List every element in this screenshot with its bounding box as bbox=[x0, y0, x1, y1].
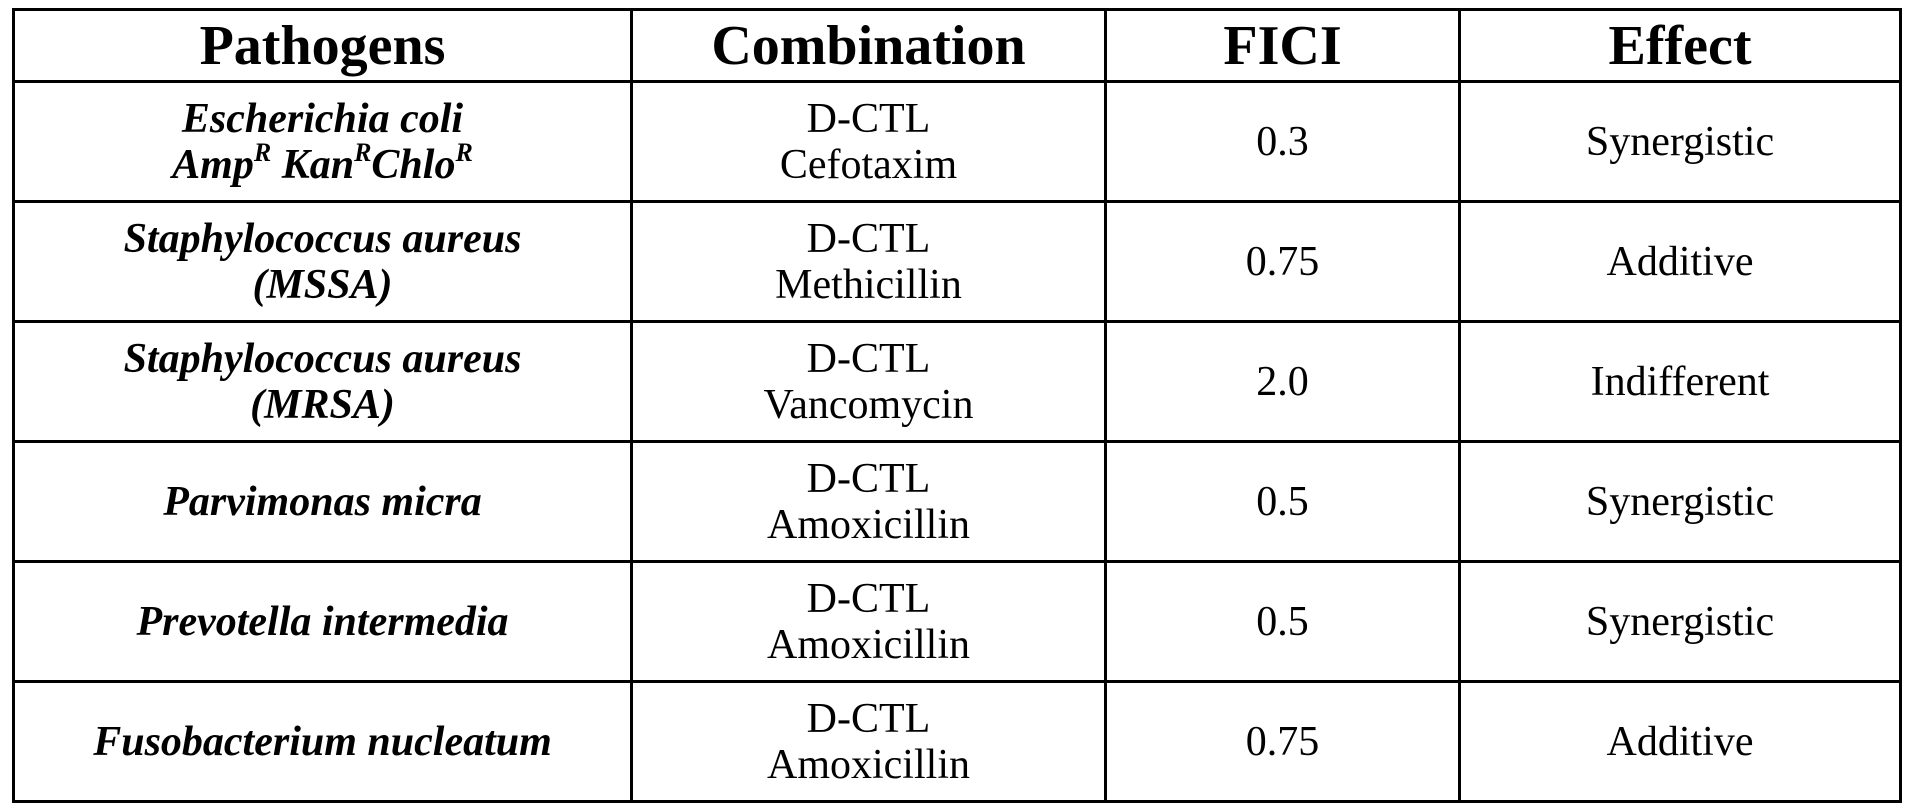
fici-cell: 0.5 bbox=[1106, 562, 1460, 682]
combination-cell: D-CTL Amoxicillin bbox=[632, 682, 1106, 802]
combination-primary: D-CTL bbox=[633, 216, 1104, 262]
table-row: Prevotella intermedia D-CTL Amoxicillin … bbox=[14, 562, 1901, 682]
effect-cell: Synergistic bbox=[1460, 82, 1901, 202]
resistance-chlo: Chlo bbox=[371, 142, 455, 188]
combination-cell: D-CTL Vancomycin bbox=[632, 322, 1106, 442]
pathogen-cell: Prevotella intermedia bbox=[14, 562, 632, 682]
combination-primary: D-CTL bbox=[633, 336, 1104, 382]
header-combination: Combination bbox=[632, 10, 1106, 82]
pathogen-cell: Staphylococcus aureus (MSSA) bbox=[14, 202, 632, 322]
table-header: Pathogens Combination FICI Effect bbox=[14, 10, 1901, 82]
fici-cell: 0.75 bbox=[1106, 202, 1460, 322]
combination-cell: D-CTL Amoxicillin bbox=[632, 442, 1106, 562]
pathogen-cell: Fusobacterium nucleatum bbox=[14, 682, 632, 802]
pathogen-cell: Escherichia coli AmpR KanRChloR bbox=[14, 82, 632, 202]
pathogen-name: Escherichia coli bbox=[15, 96, 630, 142]
effect-cell: Additive bbox=[1460, 682, 1901, 802]
combination-primary: D-CTL bbox=[633, 456, 1104, 502]
fici-cell: 0.5 bbox=[1106, 442, 1460, 562]
pathogen-name: Staphylococcus aureus bbox=[15, 216, 630, 262]
effect-cell: Additive bbox=[1460, 202, 1901, 322]
combination-antibiotic: Methicillin bbox=[633, 262, 1104, 308]
pathogen-cell: Staphylococcus aureus (MRSA) bbox=[14, 322, 632, 442]
combination-cell: D-CTL Methicillin bbox=[632, 202, 1106, 322]
fici-cell: 2.0 bbox=[1106, 322, 1460, 442]
effect-cell: Synergistic bbox=[1460, 442, 1901, 562]
resistance-profile: AmpR KanRChloR bbox=[15, 142, 630, 188]
combination-antibiotic: Vancomycin bbox=[633, 382, 1104, 428]
table-row: Escherichia coli AmpR KanRChloR D-CTL Ce… bbox=[14, 82, 1901, 202]
table-row: Staphylococcus aureus (MRSA) D-CTL Vanco… bbox=[14, 322, 1901, 442]
effect-cell: Synergistic bbox=[1460, 562, 1901, 682]
pathogen-name: Prevotella intermedia bbox=[15, 599, 630, 645]
combination-primary: D-CTL bbox=[633, 96, 1104, 142]
combination-antibiotic: Cefotaxim bbox=[633, 142, 1104, 188]
header-fici: FICI bbox=[1106, 10, 1460, 82]
table-row: Parvimonas micra D-CTL Amoxicillin 0.5 S… bbox=[14, 442, 1901, 562]
resistance-kan-superscript: R bbox=[354, 138, 371, 167]
header-pathogens: Pathogens bbox=[14, 10, 632, 82]
table-body: Escherichia coli AmpR KanRChloR D-CTL Ce… bbox=[14, 82, 1901, 802]
combination-antibiotic: Amoxicillin bbox=[633, 622, 1104, 668]
fici-table: Pathogens Combination FICI Effect Escher… bbox=[12, 8, 1902, 803]
resistance-kan: Kan bbox=[271, 142, 354, 188]
pathogen-cell: Parvimonas micra bbox=[14, 442, 632, 562]
resistance-amp-superscript: R bbox=[254, 138, 271, 167]
fici-cell: 0.3 bbox=[1106, 82, 1460, 202]
pathogen-name: Fusobacterium nucleatum bbox=[15, 719, 630, 765]
resistance-chlo-superscript: R bbox=[455, 138, 472, 167]
table-row: Fusobacterium nucleatum D-CTL Amoxicilli… bbox=[14, 682, 1901, 802]
pathogen-name: Staphylococcus aureus bbox=[15, 336, 630, 382]
pathogen-name: Parvimonas micra bbox=[15, 479, 630, 525]
header-effect: Effect bbox=[1460, 10, 1901, 82]
effect-cell: Indifferent bbox=[1460, 322, 1901, 442]
table-row: Staphylococcus aureus (MSSA) D-CTL Methi… bbox=[14, 202, 1901, 322]
combination-cell: D-CTL Amoxicillin bbox=[632, 562, 1106, 682]
fici-cell: 0.75 bbox=[1106, 682, 1460, 802]
resistance-amp: Amp bbox=[172, 142, 254, 188]
combination-primary: D-CTL bbox=[633, 576, 1104, 622]
combination-cell: D-CTL Cefotaxim bbox=[632, 82, 1106, 202]
combination-antibiotic: Amoxicillin bbox=[633, 742, 1104, 788]
combination-primary: D-CTL bbox=[633, 696, 1104, 742]
combination-antibiotic: Amoxicillin bbox=[633, 502, 1104, 548]
header-row: Pathogens Combination FICI Effect bbox=[14, 10, 1901, 82]
pathogen-strain: (MRSA) bbox=[15, 382, 630, 428]
pathogen-strain: (MSSA) bbox=[15, 262, 630, 308]
